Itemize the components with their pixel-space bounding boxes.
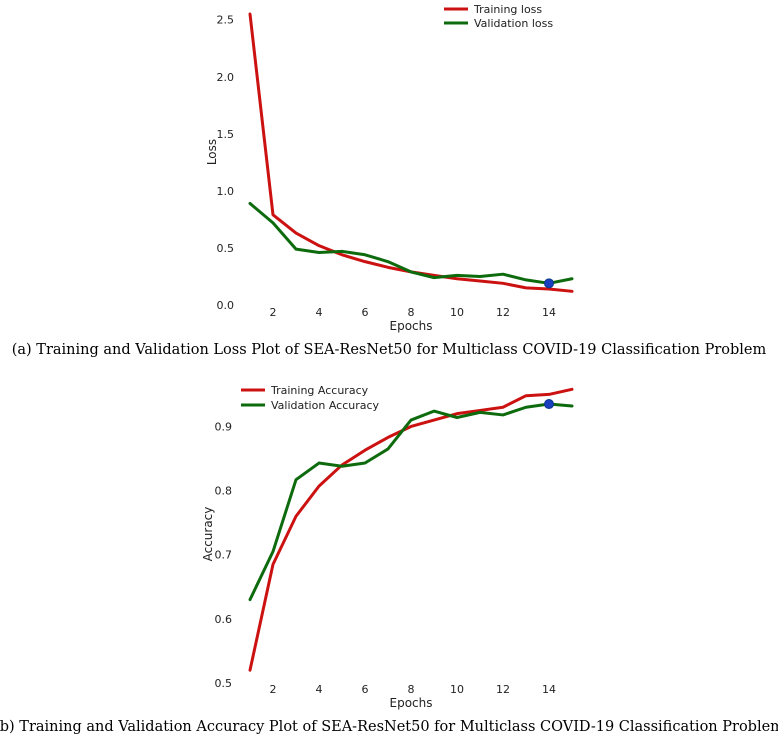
- loss-legend: Training loss Validation loss: [444, 3, 553, 30]
- accuracy-x-tick-label: 14: [542, 683, 556, 696]
- accuracy-y-tick-label: 0.8: [215, 485, 233, 498]
- accuracy-legend: Training Accuracy Validation Accuracy: [241, 384, 380, 412]
- loss-best-epoch-marker: [544, 278, 554, 289]
- loss-series-line-validation: [248, 201, 574, 285]
- loss-y-ticks: 0.0 0.5 1.0 1.5 2.0 2.5: [217, 14, 235, 312]
- accuracy-x-tick-label: 8: [408, 683, 415, 696]
- accuracy-x-tick-label: 10: [450, 683, 464, 696]
- loss-y-tick-label: 1.0: [217, 185, 235, 198]
- legend-label-training-loss: Training loss: [473, 3, 542, 16]
- accuracy-x-ticks: 2 4 6 8 10 12 14: [270, 683, 557, 696]
- loss-y-tick-label: 0.5: [217, 242, 235, 255]
- loss-x-tick-label: 8: [408, 306, 415, 319]
- loss-x-axis-label: Epochs: [390, 319, 433, 333]
- loss-chart: 0.0 0.5 1.0 1.5 2.0 2.5 2 4 6 8 10 12 14 Loss Epoch…: [12, 3, 767, 358]
- accuracy-x-tick-label: 12: [496, 683, 510, 696]
- loss-x-tick-label: 2: [270, 306, 277, 319]
- loss-x-tick-label: 12: [496, 306, 510, 319]
- accuracy-y-ticks: 0.5 0.6 0.7 0.8 0.9: [215, 420, 233, 690]
- loss-y-tick-label: 0.0: [217, 299, 235, 312]
- accuracy-y-tick-label: 0.5: [215, 677, 233, 690]
- loss-x-tick-label: 14: [542, 306, 556, 319]
- accuracy-x-tick-label: 2: [270, 683, 277, 696]
- loss-x-tick-label: 6: [362, 306, 369, 319]
- loss-series: [248, 12, 574, 293]
- accuracy-caption: (b) Training and Validation Accuracy Plo…: [0, 719, 778, 735]
- loss-y-axis-label: Loss: [205, 139, 219, 165]
- loss-y-tick-label: 2.0: [217, 71, 235, 84]
- loss-caption: (a) Training and Validation Loss Plot of…: [12, 342, 767, 358]
- loss-x-tick-label: 4: [316, 306, 323, 319]
- loss-x-ticks: 2 4 6 8 10 12 14: [270, 306, 557, 319]
- accuracy-y-tick-label: 0.7: [215, 549, 233, 562]
- legend-label-validation-accuracy: Validation Accuracy: [271, 399, 380, 412]
- accuracy-x-tick-label: 4: [316, 683, 323, 696]
- accuracy-y-tick-label: 0.6: [215, 613, 233, 626]
- legend-label-training-accuracy: Training Accuracy: [270, 384, 369, 397]
- legend-label-validation-loss: Validation loss: [474, 17, 553, 30]
- accuracy-y-tick-label: 0.9: [215, 420, 233, 433]
- loss-y-tick-label: 1.5: [217, 128, 235, 141]
- accuracy-series: [248, 387, 574, 672]
- accuracy-x-axis-label: Epochs: [390, 696, 433, 710]
- accuracy-x-tick-label: 6: [362, 683, 369, 696]
- loss-y-tick-label: 2.5: [217, 14, 235, 27]
- accuracy-chart: 0.5 0.6 0.7 0.8 0.9 2 4 6 8 10 12 14 Accuracy Epoc…: [0, 384, 778, 735]
- accuracy-series-line-training: [248, 387, 574, 672]
- loss-x-tick-label: 10: [450, 306, 464, 319]
- accuracy-y-axis-label: Accuracy: [201, 507, 215, 562]
- accuracy-series-line-validation: [248, 402, 574, 602]
- accuracy-best-epoch-marker: [544, 399, 554, 410]
